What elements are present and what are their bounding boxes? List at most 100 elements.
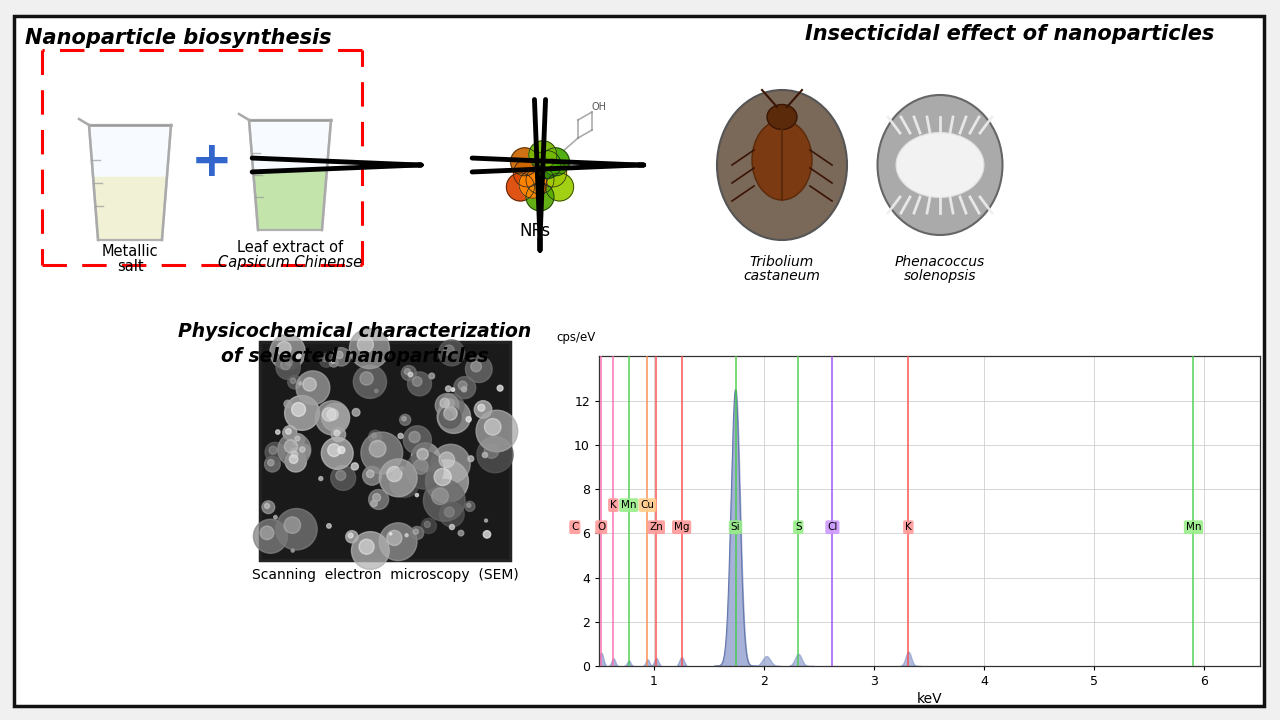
Circle shape xyxy=(351,463,358,470)
Circle shape xyxy=(369,490,389,510)
Circle shape xyxy=(507,173,535,201)
FancyBboxPatch shape xyxy=(14,16,1265,706)
Circle shape xyxy=(439,502,465,527)
Text: NPs: NPs xyxy=(520,222,550,240)
Circle shape xyxy=(265,503,270,508)
Circle shape xyxy=(444,407,457,420)
Circle shape xyxy=(421,518,436,534)
Circle shape xyxy=(396,474,407,486)
Circle shape xyxy=(280,360,291,369)
Circle shape xyxy=(352,531,389,570)
Circle shape xyxy=(275,430,280,434)
Circle shape xyxy=(449,524,454,529)
Circle shape xyxy=(276,341,291,356)
Circle shape xyxy=(404,534,408,536)
Circle shape xyxy=(293,434,305,446)
Circle shape xyxy=(477,436,513,473)
Circle shape xyxy=(445,386,451,392)
Circle shape xyxy=(458,381,467,390)
Text: Tribolium: Tribolium xyxy=(750,255,814,269)
Circle shape xyxy=(444,399,454,408)
Circle shape xyxy=(407,372,431,396)
X-axis label: keV: keV xyxy=(916,692,942,706)
Circle shape xyxy=(284,517,301,534)
Circle shape xyxy=(269,446,276,454)
Circle shape xyxy=(484,444,499,459)
Circle shape xyxy=(434,469,452,485)
Circle shape xyxy=(402,366,416,381)
Circle shape xyxy=(424,480,465,521)
Circle shape xyxy=(408,372,412,377)
Text: Scanning  electron  microscopy  (SEM): Scanning electron microscopy (SEM) xyxy=(252,568,518,582)
Circle shape xyxy=(348,533,353,538)
Circle shape xyxy=(260,526,274,540)
Text: O: O xyxy=(596,522,605,532)
Circle shape xyxy=(315,401,349,435)
Text: Mg: Mg xyxy=(673,522,690,532)
Circle shape xyxy=(454,377,476,399)
Circle shape xyxy=(429,373,435,379)
Circle shape xyxy=(539,159,567,187)
Circle shape xyxy=(387,531,402,546)
Circle shape xyxy=(466,417,471,422)
Circle shape xyxy=(371,433,376,438)
Circle shape xyxy=(444,345,454,356)
Circle shape xyxy=(465,501,475,511)
Text: castaneum: castaneum xyxy=(744,269,820,283)
Text: Mn: Mn xyxy=(621,500,636,510)
Text: Insecticidal effect of nanoparticles: Insecticidal effect of nanoparticles xyxy=(805,24,1215,44)
Polygon shape xyxy=(250,120,332,230)
Circle shape xyxy=(296,371,330,405)
Circle shape xyxy=(358,539,374,554)
Circle shape xyxy=(431,488,448,505)
Circle shape xyxy=(338,446,344,454)
Circle shape xyxy=(476,410,517,452)
Circle shape xyxy=(403,426,431,454)
Text: OH: OH xyxy=(591,102,607,112)
Circle shape xyxy=(541,148,570,176)
Text: C: C xyxy=(571,522,579,532)
Circle shape xyxy=(545,173,573,201)
Circle shape xyxy=(532,150,561,179)
Circle shape xyxy=(468,456,474,462)
Circle shape xyxy=(413,459,429,474)
Text: Energy dispersive X–ray spectroscopy (EDX): Energy dispersive X–ray spectroscopy (ED… xyxy=(800,650,1140,665)
Circle shape xyxy=(284,400,292,408)
Text: Mn: Mn xyxy=(1185,522,1201,532)
Circle shape xyxy=(330,466,356,490)
Circle shape xyxy=(413,529,419,534)
Text: Si: Si xyxy=(731,522,740,532)
Circle shape xyxy=(369,430,381,444)
Circle shape xyxy=(526,183,554,211)
Circle shape xyxy=(285,428,292,434)
Circle shape xyxy=(438,400,471,433)
Text: +: + xyxy=(191,138,233,186)
Circle shape xyxy=(467,503,471,508)
Circle shape xyxy=(297,444,311,457)
Circle shape xyxy=(379,459,417,497)
Circle shape xyxy=(399,414,411,426)
Circle shape xyxy=(390,468,419,498)
Circle shape xyxy=(329,358,338,367)
Circle shape xyxy=(379,523,417,561)
Circle shape xyxy=(431,444,470,483)
Circle shape xyxy=(360,372,374,385)
Circle shape xyxy=(288,375,301,389)
Circle shape xyxy=(408,431,420,443)
Circle shape xyxy=(352,408,360,416)
Text: Cl: Cl xyxy=(827,522,837,532)
Circle shape xyxy=(321,403,349,431)
Circle shape xyxy=(285,451,306,472)
Circle shape xyxy=(291,378,296,384)
Text: Leaf extract of: Leaf extract of xyxy=(237,240,343,255)
Circle shape xyxy=(372,493,380,501)
Circle shape xyxy=(424,521,430,528)
Text: Zn: Zn xyxy=(649,522,663,532)
Circle shape xyxy=(471,361,481,372)
Circle shape xyxy=(253,519,288,553)
Circle shape xyxy=(529,141,557,168)
Circle shape xyxy=(411,526,424,539)
Circle shape xyxy=(276,355,301,379)
Circle shape xyxy=(349,328,389,369)
Circle shape xyxy=(291,549,294,552)
